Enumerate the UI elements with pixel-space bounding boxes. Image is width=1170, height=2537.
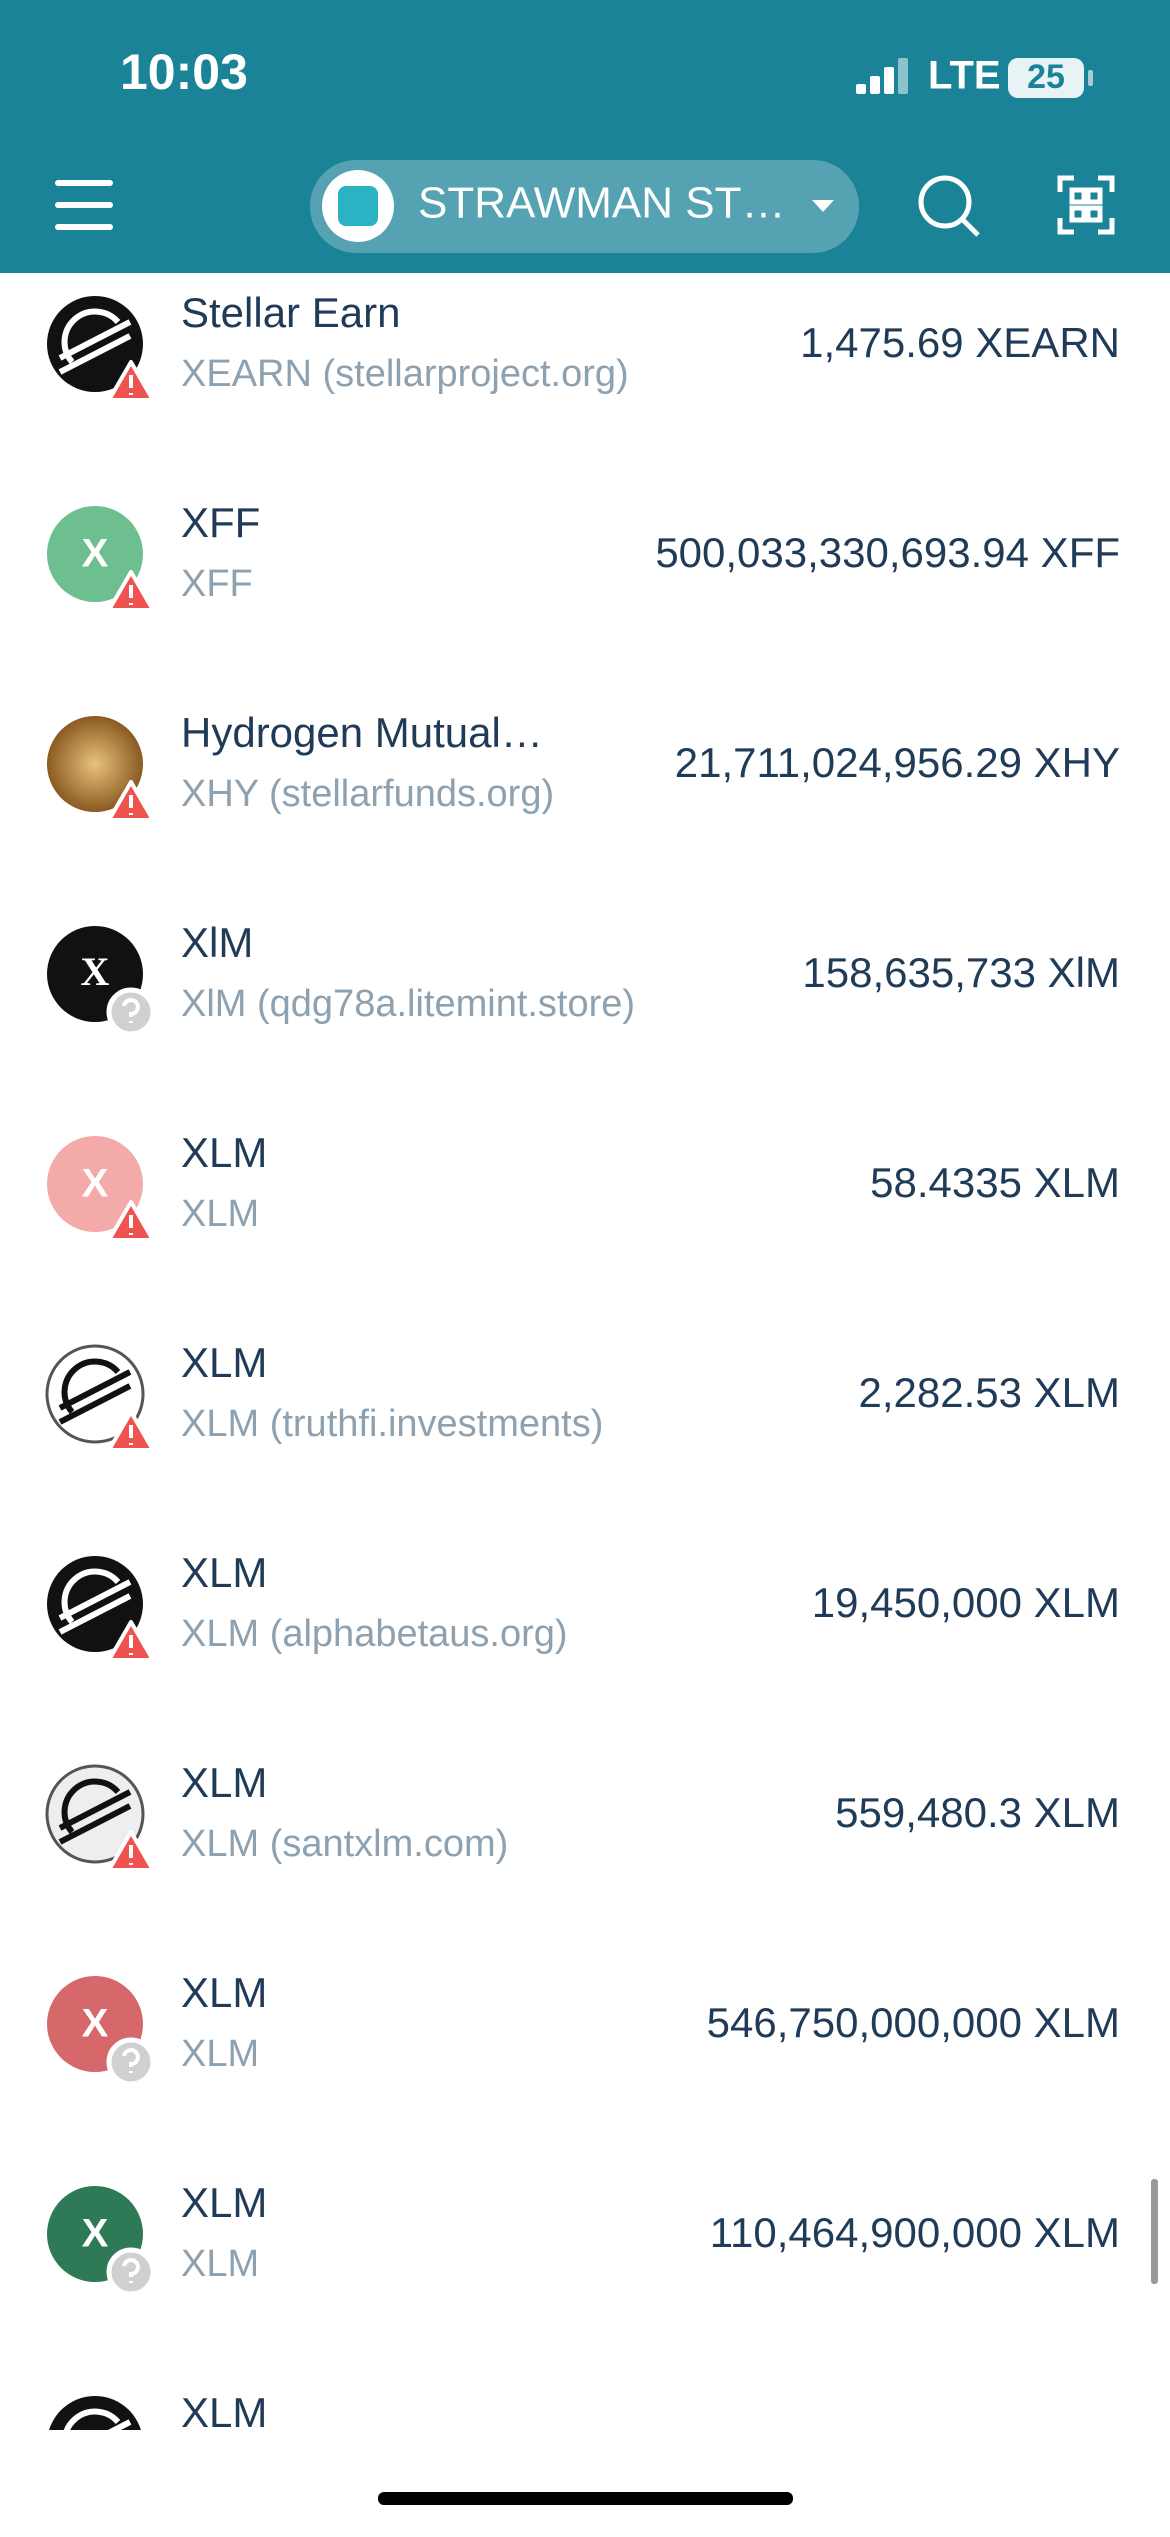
asset-name: XLM (181, 1129, 267, 1176)
asset-balance: 2,282.53 XLM (858, 1369, 1120, 1416)
battery-icon (1008, 58, 1084, 98)
icon-letter: X (81, 949, 110, 994)
asset-issuer: XEARN (stellarproject.org) (181, 353, 629, 395)
stellar-logo (63, 2408, 132, 2430)
asset-balance: 58.4335 XLM (870, 1159, 1120, 1206)
asset-issuer: XLM (181, 2033, 259, 2075)
row-hit-area[interactable] (0, 239, 1170, 449)
stellar-logo (58, 308, 132, 375)
row-hit-area[interactable] (0, 869, 1170, 1079)
asset-row[interactable]: X XLM XLM 110,464,900,000 XLM (0, 2129, 1170, 2339)
asset-row[interactable]: XLM XLM (santxlm.com) 559,480.3 XLM (0, 1709, 1170, 1919)
header-bar (0, 0, 1170, 273)
asset-balance: 546,750,000,000 XLM (707, 1999, 1120, 2046)
row-hit-area[interactable] (0, 1499, 1170, 1709)
asset-balance: 19,450,000 XLM (812, 1579, 1120, 1626)
asset-balance: 1,475.69 XEARN (800, 319, 1120, 366)
asset-issuer: XHY (stellarfunds.org) (181, 773, 554, 815)
asset-issuer: XFF (181, 563, 253, 605)
icon-letter: X (82, 1162, 109, 1206)
row-hit-area[interactable] (0, 1709, 1170, 1919)
asset-row[interactable]: XLM XLM (truthfi.investments) 2,282.53 XLM (0, 1289, 1170, 1499)
asset-row[interactable]: X XLM XLM 58.4335 XLM (0, 1079, 1170, 1289)
row-hit-area[interactable] (0, 1079, 1170, 1289)
asset-row[interactable]: X XFF XFF 500,033,330,693.94 XFF (0, 449, 1170, 659)
asset-icon (47, 1136, 143, 1232)
asset-balance: 158,635,733 XlM (802, 949, 1120, 996)
asset-icon (47, 716, 143, 812)
row-hit-area[interactable] (0, 2129, 1170, 2339)
asset-row[interactable]: X XLM XLM 546,750,000,000 XLM (0, 1919, 1170, 2129)
asset-icon (47, 506, 143, 602)
asset-row[interactable]: Stellar Earn XEARN (stellarproject.org) 1,… (0, 239, 1170, 449)
asset-name: XLM (181, 1549, 267, 1596)
asset-balance: 21,711,024,956.29 XHY (675, 739, 1120, 786)
row-hit-area[interactable] (0, 1919, 1170, 2129)
menu-button[interactable] (55, 180, 113, 230)
asset-name: XFF (181, 499, 260, 546)
asset-row[interactable]: XLM XLM (alphabetaus.org) 19,450,000 XLM (0, 1499, 1170, 1709)
network-label: LTE (928, 54, 1001, 98)
stellar-logo (58, 1358, 132, 1425)
row-hit-area[interactable] (0, 659, 1170, 869)
asset-issuer: XLM (181, 2243, 259, 2285)
asset-issuer: XLM (alphabetaus.org) (181, 1613, 568, 1655)
asset-name: XLM (181, 1759, 267, 1806)
unknown-mark (122, 998, 140, 1023)
asset-row[interactable]: X XlM XlM (qdg78a.litemint.store) 158,635,7… (0, 869, 1170, 1079)
asset-name: XLM (181, 2179, 267, 2226)
search-button[interactable] (918, 175, 980, 237)
scan-button[interactable] (1057, 175, 1115, 235)
asset-row[interactable]: XLM (0, 2339, 1170, 2532)
asset-name: Hydrogen Mutual… (181, 709, 543, 756)
unknown-mark (122, 2048, 140, 2073)
clock: 10:03 (120, 44, 248, 100)
battery-tip (1088, 70, 1093, 86)
asset-issuer: XLM (truthfi.investments) (181, 1403, 603, 1445)
row-hit-area[interactable] (0, 2339, 1170, 2532)
dropdown-chevron (812, 200, 834, 212)
asset-issuer: XLM (santxlm.com) (181, 1823, 508, 1865)
asset-issuer: XlM (qdg78a.litemint.store) (181, 983, 635, 1025)
asset-list: Stellar Earn XEARN (stellarproject.org) 1,… (0, 239, 1170, 2532)
icon-letter: X (82, 532, 109, 576)
asset-name: XlM (181, 919, 253, 966)
scroll-indicator (1151, 2179, 1158, 2284)
icon-letter: X (82, 2002, 109, 2046)
battery-level: 25 (1027, 58, 1065, 96)
asset-balance: 110,464,900,000 XLM (710, 2209, 1120, 2256)
account-name: STRAWMAN ST… (418, 179, 785, 228)
asset-balance: 500,033,330,693.94 XFF (655, 529, 1120, 576)
stellar-logo (58, 1568, 132, 1635)
avatar-pattern (338, 186, 378, 226)
asset-name: XLM (181, 2389, 267, 2436)
unknown-mark (122, 2258, 140, 2283)
icon-letter: X (82, 2212, 109, 2256)
asset-name: XLM (181, 1969, 267, 2016)
asset-balance: 559,480.3 XLM (835, 1789, 1120, 1836)
home-indicator (378, 2492, 793, 2505)
asset-row[interactable]: Hydrogen Mutual… XHY (stellarfunds.org) 21… (0, 659, 1170, 869)
row-hit-area[interactable] (0, 1289, 1170, 1499)
asset-name: Stellar Earn (181, 289, 400, 336)
stellar-logo (58, 1778, 132, 1845)
account-selector[interactable] (310, 160, 859, 253)
asset-name: XLM (181, 1339, 267, 1386)
row-hit-area[interactable] (0, 449, 1170, 659)
asset-issuer: XLM (181, 1193, 259, 1235)
signal-icon (856, 58, 908, 94)
